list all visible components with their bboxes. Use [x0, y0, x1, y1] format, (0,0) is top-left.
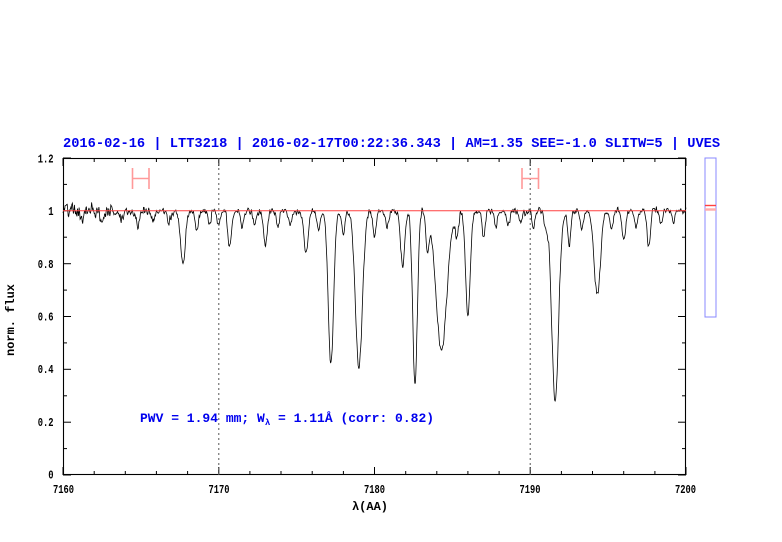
svg-text:7170: 7170	[209, 483, 230, 497]
svg-text:0.8: 0.8	[38, 258, 54, 272]
svg-text:λ(AA): λ(AA)	[352, 500, 388, 514]
svg-text:2016-02-16 | LTT3218 | 2016-02: 2016-02-16 | LTT3218 | 2016-02-17T00:22:…	[63, 137, 720, 152]
svg-text:7160: 7160	[53, 483, 74, 497]
svg-text:7190: 7190	[520, 483, 541, 497]
svg-text:norm. flux: norm. flux	[4, 284, 18, 356]
svg-text:0.4: 0.4	[38, 363, 54, 377]
svg-text:1: 1	[48, 205, 53, 219]
svg-text:PWV = 1.94 mm; Wλ = 1.11Å (cor: PWV = 1.94 mm; Wλ = 1.11Å (corr: 0.82)	[140, 411, 434, 428]
svg-text:7200: 7200	[675, 483, 696, 497]
svg-text:1.2: 1.2	[38, 153, 54, 167]
svg-text:0: 0	[48, 469, 53, 483]
svg-text:0.6: 0.6	[38, 311, 54, 325]
svg-text:0.2: 0.2	[38, 416, 54, 430]
svg-text:7180: 7180	[364, 483, 385, 497]
